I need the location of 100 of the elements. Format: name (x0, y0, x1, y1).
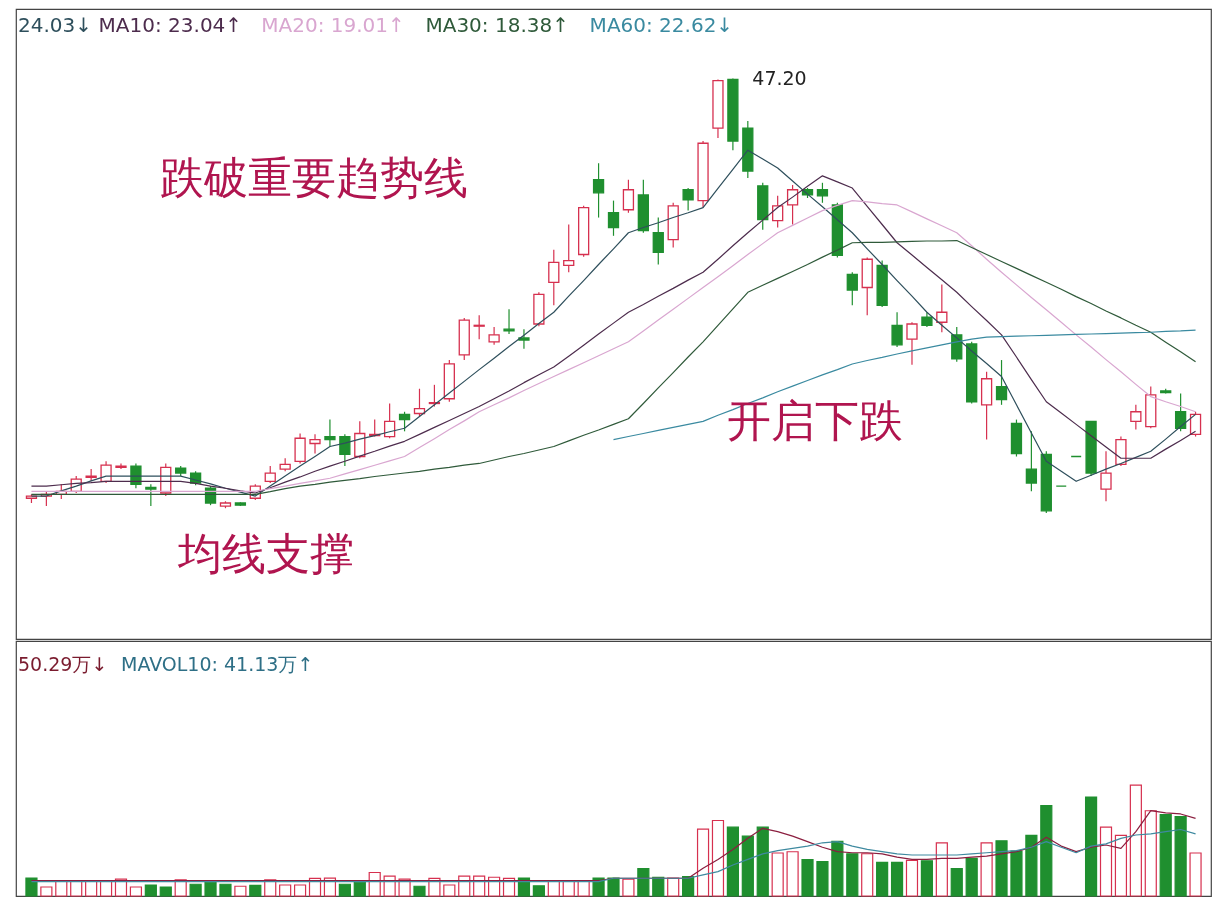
bar (1129, 784, 1142, 897)
bar (741, 835, 754, 897)
candlestick (1025, 430, 1038, 492)
text: 24.03↓ (18, 13, 93, 38)
text: 50.29万↓ (18, 653, 108, 676)
bar (70, 880, 83, 897)
candlestick (846, 271, 858, 306)
bar (980, 842, 993, 897)
bar (890, 861, 904, 897)
bar (368, 871, 381, 897)
candlestick (1130, 404, 1142, 431)
annotation: 跌破重要趋势线 (159, 151, 468, 203)
candlestick (1100, 450, 1112, 502)
bar (801, 859, 814, 897)
bar (85, 880, 98, 897)
bar (831, 840, 844, 897)
bar (1084, 796, 1098, 897)
bar (1144, 810, 1157, 897)
bar (1159, 814, 1172, 897)
candlestick (906, 321, 918, 366)
text: MA20: 19.01↑ (261, 13, 405, 38)
bar (1099, 826, 1113, 897)
bar (786, 851, 799, 897)
bar (159, 886, 172, 897)
bar (353, 881, 366, 897)
bar (935, 842, 948, 897)
bar (622, 878, 635, 897)
bar (920, 860, 934, 897)
bar (607, 877, 620, 897)
candlestick (473, 314, 485, 340)
bar (99, 880, 113, 897)
candlestick (936, 283, 948, 333)
bar (682, 875, 695, 897)
text: MAVOL10: 41.13万↑ (120, 653, 314, 676)
candlestick (682, 187, 694, 212)
bar (25, 877, 38, 897)
candlestick (816, 182, 829, 204)
bar (234, 885, 247, 897)
candlestick (652, 216, 664, 266)
candlestick (1174, 392, 1187, 432)
candlestick (563, 223, 575, 273)
candlestick (85, 468, 97, 482)
annotation: 47.20 (752, 66, 807, 89)
bar (846, 853, 859, 897)
bar (950, 868, 963, 897)
bar (1025, 834, 1038, 897)
bar (129, 886, 143, 897)
candlestick (309, 433, 321, 455)
candlestick (891, 311, 903, 348)
candlestick (995, 359, 1008, 406)
bar (562, 880, 575, 897)
candlestick (145, 483, 157, 507)
bar (55, 880, 68, 897)
text: MA30: 18.38↑ (425, 13, 569, 38)
bar (577, 880, 590, 897)
bar (532, 885, 545, 897)
bar (547, 880, 560, 897)
bar (293, 884, 307, 897)
bar (1040, 805, 1053, 897)
bar (711, 819, 725, 897)
bar (219, 883, 232, 897)
bar (995, 840, 1008, 897)
bar (726, 826, 739, 897)
candlestick (339, 433, 351, 467)
candlestick (607, 200, 620, 237)
text: 均线支撑 (176, 527, 354, 579)
bar (965, 857, 978, 897)
bar (696, 828, 710, 897)
bar (905, 859, 919, 897)
candlestick (622, 179, 635, 214)
bar (443, 884, 456, 897)
bar (40, 886, 53, 897)
bar (816, 860, 829, 897)
candlestick (324, 418, 336, 448)
bar (1010, 850, 1023, 897)
candlestick (413, 388, 426, 418)
text: MA60: 22.62↓ (589, 13, 734, 38)
candlestick (518, 328, 530, 350)
candlestick (398, 411, 411, 432)
bar (458, 875, 471, 897)
candlestick (294, 432, 306, 465)
bar (771, 852, 784, 897)
text: MA10: 23.04↑ (98, 13, 243, 38)
bar (204, 881, 217, 897)
bar (861, 853, 874, 897)
bar (144, 884, 157, 897)
bar (279, 884, 292, 897)
candlestick (488, 326, 500, 346)
bar (189, 883, 202, 897)
candlestick (786, 184, 799, 226)
bar (756, 826, 769, 897)
bar (667, 877, 680, 897)
bar (249, 884, 262, 897)
candlestick (548, 249, 560, 306)
bar (413, 885, 426, 897)
bar (652, 876, 665, 897)
bar (338, 883, 351, 897)
bar (383, 875, 396, 897)
bar (1174, 816, 1187, 897)
annotation: 开启下跌 (726, 395, 903, 447)
